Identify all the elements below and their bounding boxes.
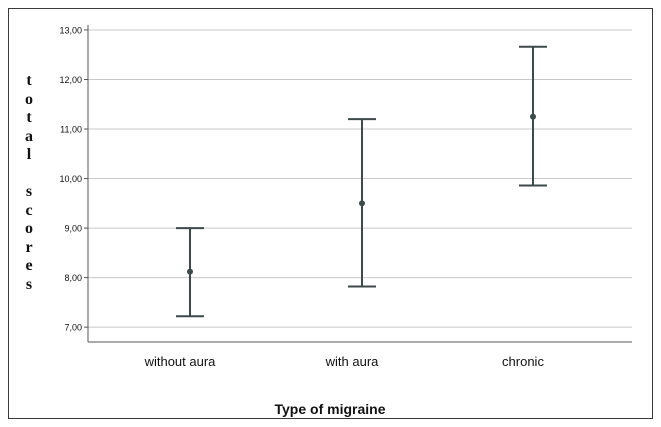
y-axis-label-letter: s — [25, 275, 33, 293]
y-axis-label-letter: r — [25, 238, 33, 256]
x-axis-title: Type of migraine — [275, 401, 386, 417]
y-tick-label: 13,00 — [59, 25, 82, 35]
mean-point — [530, 113, 536, 120]
y-tick-label: 11,00 — [60, 125, 82, 135]
y-tick-label: 10,00 — [59, 174, 82, 184]
y-tick-label: 12,00 — [59, 75, 82, 85]
y-axis-label-letter: t — [26, 72, 32, 89]
x-tick-label: with aura — [325, 354, 380, 369]
mean-point — [187, 268, 193, 275]
y-tick-label: 8,00 — [64, 273, 82, 283]
y-axis-label-letter: o — [25, 90, 33, 108]
y-axis-label-letter: e — [25, 257, 33, 274]
y-axis-label-letter: a — [25, 127, 33, 145]
y-tick-label: 9,00 — [64, 224, 82, 234]
y-axis-label-gap — [18, 165, 40, 184]
y-axis-label-letter: l — [26, 146, 32, 163]
y-tick-label: 7,00 — [64, 323, 82, 333]
y-axis-label-letter: o — [25, 220, 33, 237]
chart-frame — [8, 8, 653, 419]
x-tick-label: chronic — [502, 354, 544, 369]
y-axis-label-letter: s — [25, 183, 33, 200]
y-axis-label-letter: c — [25, 201, 33, 219]
y-axis-label-letter: t — [26, 109, 32, 126]
x-tick-label: without aura — [144, 354, 217, 369]
mean-point — [359, 200, 365, 207]
